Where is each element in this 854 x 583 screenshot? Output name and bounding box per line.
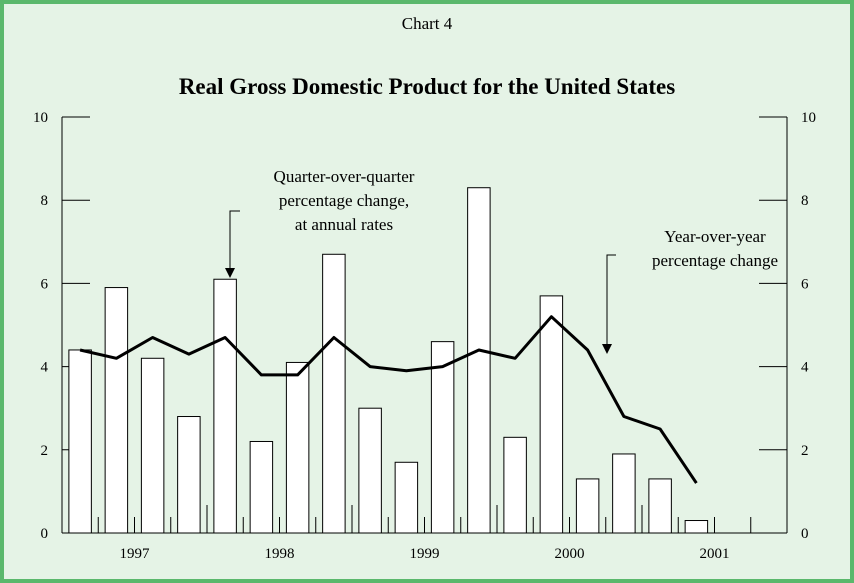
bar-quarterly-change: [612, 453, 636, 534]
bar-quarterly-change: [249, 440, 274, 534]
x-tick-label: 1998: [265, 546, 295, 562]
y-tick-label-left: 8: [41, 193, 49, 209]
annotation-line-label: percentage change: [652, 251, 778, 270]
bar-quarterly-change: [177, 416, 201, 534]
annotation-line-label: Year-over-year: [664, 227, 766, 246]
annotation-line-arrowhead: [602, 344, 612, 354]
x-tick-label: 1997: [120, 546, 151, 562]
bar-quarterly-change: [539, 295, 564, 534]
bar-quarterly-change: [322, 253, 346, 534]
y-tick-label-left: 6: [41, 276, 49, 292]
bar-quarterly-change: [104, 287, 129, 534]
annotation-bars-leader: [229, 210, 240, 270]
bar-quarterly-change: [358, 407, 382, 534]
y-tick-label-right: 8: [801, 193, 809, 209]
bar-quarterly-change: [140, 357, 165, 534]
x-tick-label: 1999: [410, 546, 440, 562]
chart-number: Chart 4: [401, 14, 453, 33]
x-tick-label: 2000: [555, 546, 585, 562]
annotation-bars-label: at annual rates: [295, 215, 393, 234]
bar-quarterly-change: [430, 341, 455, 534]
y-tick-label-left: 10: [33, 110, 48, 126]
y-tick-label-left: 0: [41, 526, 49, 542]
y-tick-label-right: 6: [801, 276, 809, 292]
y-tick-label-left: 4: [41, 360, 49, 376]
bar-quarterly-change: [575, 478, 600, 534]
x-tick-label: 2001: [700, 546, 730, 562]
plot-area: 0 0 2 2 4 4 6 6 8 8 10 10 1997 1998 1999 2000 2001 Quarte…: [33, 110, 816, 562]
bar-quarterly-change: [394, 461, 419, 534]
bar-quarterly-change: [285, 361, 310, 534]
y-tick-label-right: 10: [801, 110, 816, 126]
annotation-line-leader: [606, 254, 616, 346]
y-tick-label-right: 2: [801, 443, 809, 459]
annotation-bars-arrowhead: [225, 268, 235, 278]
bar-quarterly-change: [503, 436, 527, 534]
y-tick-label-right: 0: [801, 526, 809, 542]
annotation-bars-label: percentage change,: [279, 191, 409, 210]
bar-quarterly-change: [684, 520, 709, 534]
y-tick-label-right: 4: [801, 360, 809, 376]
bar-quarterly-change: [648, 478, 672, 534]
line-yoy-change: [79, 315, 698, 484]
y-tick-label-left: 2: [41, 443, 49, 459]
chart-title: Real Gross Domestic Product for the Unit…: [178, 74, 676, 99]
bar-quarterly-change: [68, 349, 92, 534]
annotation-bars-label: Quarter-over-quarter: [274, 167, 415, 186]
bar-quarterly-change: [467, 187, 491, 534]
bar-quarterly-change: [213, 278, 237, 534]
